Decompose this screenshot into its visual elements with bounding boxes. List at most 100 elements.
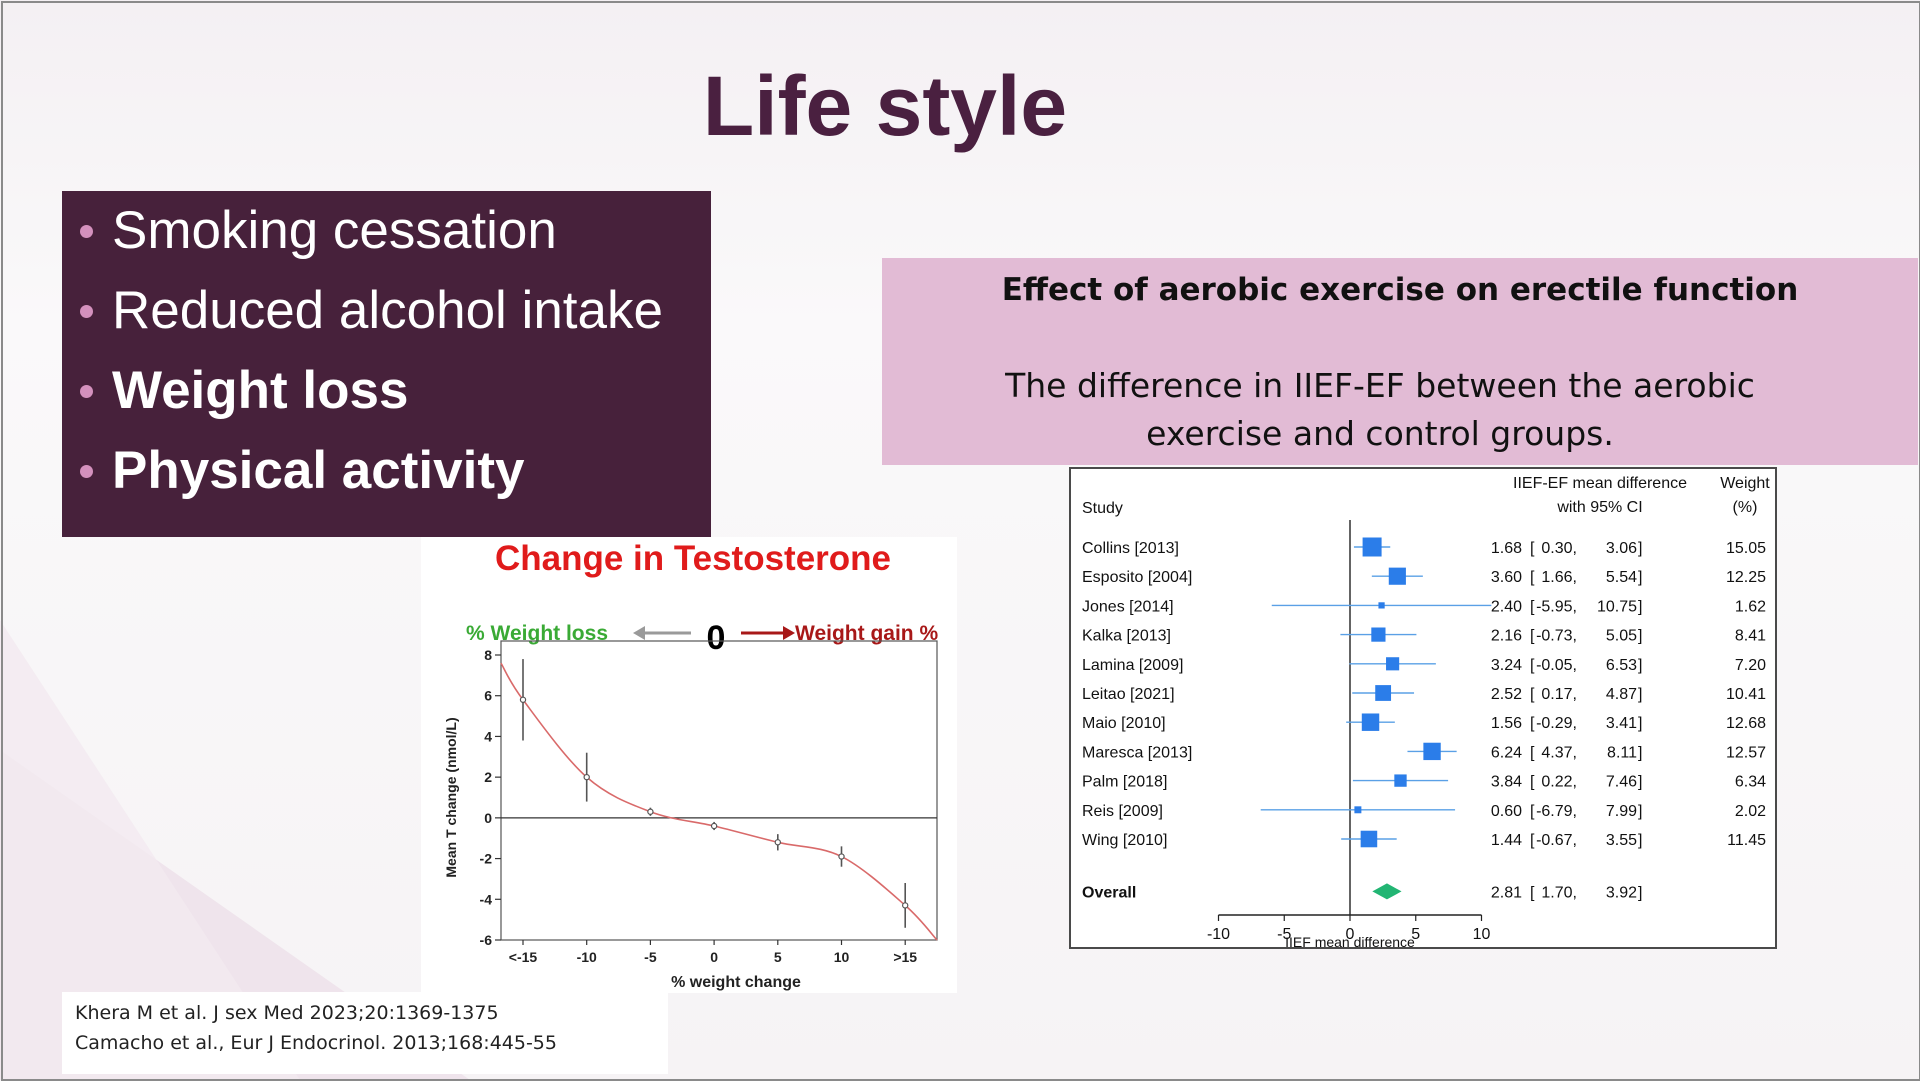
forest-study-marker (1362, 537, 1382, 557)
reference-line: Khera M et al. J sex Med 2023;20:1369-13… (75, 1002, 499, 1024)
right-arrow-icon (783, 626, 795, 640)
forest-ci-low: -0.29, (1536, 715, 1577, 732)
forest-ci-high: 7.46 (1606, 774, 1637, 791)
forest-ci-high: 5.05 (1606, 628, 1637, 645)
bullet-text: Weight loss (112, 361, 409, 420)
forest-study-marker (1378, 602, 1385, 609)
forest-ci-high: 7.99 (1606, 803, 1637, 820)
forest-study-label: Maio [2010] (1082, 715, 1166, 732)
bullet-text: Physical activity (112, 441, 525, 500)
bullet-text: Reduced alcohol intake (112, 281, 663, 340)
y-tick-label: 4 (484, 728, 492, 744)
forest-study-marker (1394, 774, 1407, 787)
y-axis-label: Mean T change (nmol/L) (443, 717, 459, 877)
data-point (583, 773, 590, 781)
forest-bracket: ] (1638, 715, 1642, 732)
forest-bracket: [ (1530, 744, 1535, 761)
bullet-dot-icon (80, 465, 93, 478)
forest-ci-low: -5.95, (1536, 598, 1577, 615)
forest-bracket: [ (1530, 832, 1535, 849)
forest-weight-value: 2.02 (1735, 803, 1766, 820)
x-tick-label: -5 (644, 949, 657, 965)
forest-ci-high: 3.55 (1606, 832, 1637, 849)
bullet-item: Physical activity (62, 431, 711, 511)
forest-bracket: [ (1530, 628, 1535, 645)
forest-weight-value: 12.25 (1726, 569, 1766, 586)
x-axis-label: % weight change (671, 974, 801, 991)
x-tick-label: >15 (893, 949, 917, 965)
chart-title: Change in Testosterone (495, 539, 891, 578)
x-tick-label: 0 (710, 949, 718, 965)
forest-ci-high: 8.11 (1607, 744, 1637, 761)
forest-study-label: Lamina [2009] (1082, 657, 1183, 674)
forest-md-value: 2.52 (1491, 686, 1522, 703)
forest-study-label: Kalka [2013] (1082, 628, 1171, 645)
bullet-dot-icon (80, 305, 93, 318)
forest-study-label: Esposito [2004] (1082, 569, 1192, 586)
forest-ci-low: 1.66, (1541, 569, 1577, 586)
forest-bracket: ] (1638, 774, 1642, 791)
data-point (838, 853, 845, 860)
forest-study-label: Wing [2010] (1082, 832, 1167, 849)
forest-bracket: ] (1638, 686, 1642, 703)
y-tick-label: -2 (480, 851, 493, 867)
bullet-dot-icon (80, 385, 93, 398)
forest-bracket: ] (1638, 884, 1642, 901)
forest-weight-value: 11.45 (1727, 832, 1766, 849)
forest-ci-low: -6.79, (1536, 803, 1577, 820)
bullet-text: Smoking cessation (112, 201, 557, 260)
forest-study-label: Collins [2013] (1082, 540, 1179, 557)
forest-study-marker (1388, 567, 1406, 585)
forest-bracket: [ (1530, 715, 1535, 732)
forest-bracket: ] (1638, 540, 1642, 557)
testosterone-chart-panel: Change in Testosterone % Weight loss 0 Weig… (421, 537, 957, 993)
forest-bracket: ] (1638, 832, 1642, 849)
forest-study-label: Palm [2018] (1082, 774, 1167, 791)
forest-x-tick-label: -10 (1207, 926, 1230, 943)
data-point (710, 822, 718, 830)
forest-ci-low: -0.67, (1536, 832, 1577, 849)
forest-bracket: ] (1638, 744, 1642, 761)
references: Khera M et al. J sex Med 2023;20:1369-13… (62, 992, 668, 1074)
forest-weight-value: 1.62 (1735, 598, 1766, 615)
forest-x-tick-label: 0 (1346, 926, 1355, 943)
forest-overall-ci-low: 1.70, (1541, 884, 1577, 901)
data-point (774, 839, 781, 846)
aerobic-heading: Effect of aerobic exercise on erectile f… (1001, 272, 1799, 308)
left-arrow-icon (633, 626, 645, 640)
bullet-item: Reduced alcohol intake (62, 271, 711, 351)
forest-study-marker (1371, 627, 1386, 642)
forest-ci-high: 6.53 (1606, 657, 1637, 674)
forest-x-axis-label: IIEF mean difference (1285, 934, 1415, 950)
forest-weight-value: 6.34 (1735, 774, 1766, 791)
forest-ci-high: 3.41 (1606, 715, 1637, 732)
aerobic-exercise-box: Effect of aerobic exercise on erectile f… (882, 258, 1918, 465)
forest-study-label: Leitao [2021] (1082, 686, 1175, 703)
forest-plot: Study IIEF-EF mean difference with 95% CI W… (1082, 475, 1770, 950)
forest-weight-value: 12.57 (1726, 744, 1766, 761)
forest-md-value: 3.84 (1491, 774, 1522, 791)
forest-ci-low: 0.30, (1541, 540, 1577, 557)
x-tick-label: -10 (577, 949, 597, 965)
forest-study-marker (1361, 713, 1380, 731)
forest-ci-low: -0.05, (1536, 657, 1577, 674)
forest-bracket: [ (1530, 686, 1535, 703)
zero-label: 0 (707, 619, 726, 657)
weight-gain-label: Weight gain % (795, 622, 938, 645)
forest-bracket: [ (1530, 598, 1535, 615)
forest-study-marker (1354, 806, 1362, 814)
bullet-dot-icon (80, 225, 93, 238)
forest-header-study: Study (1082, 500, 1123, 517)
forest-header-weight: (%) (1733, 499, 1758, 516)
forest-header-weight: Weight (1720, 475, 1770, 492)
forest-overall-diamond (1372, 883, 1402, 900)
forest-overall-label: Overall (1082, 884, 1136, 901)
forest-bracket: [ (1530, 884, 1535, 901)
forest-bracket: [ (1530, 774, 1535, 791)
forest-plot-panel: Study IIEF-EF mean difference with 95% CI W… (1069, 467, 1777, 950)
forest-ci-high: 10.75 (1597, 598, 1637, 615)
forest-overall-md: 2.81 (1491, 884, 1522, 901)
forest-md-value: 3.60 (1491, 569, 1522, 586)
forest-ci-low: 0.17, (1541, 686, 1577, 703)
forest-overall-ci-high: 3.92 (1606, 884, 1637, 901)
